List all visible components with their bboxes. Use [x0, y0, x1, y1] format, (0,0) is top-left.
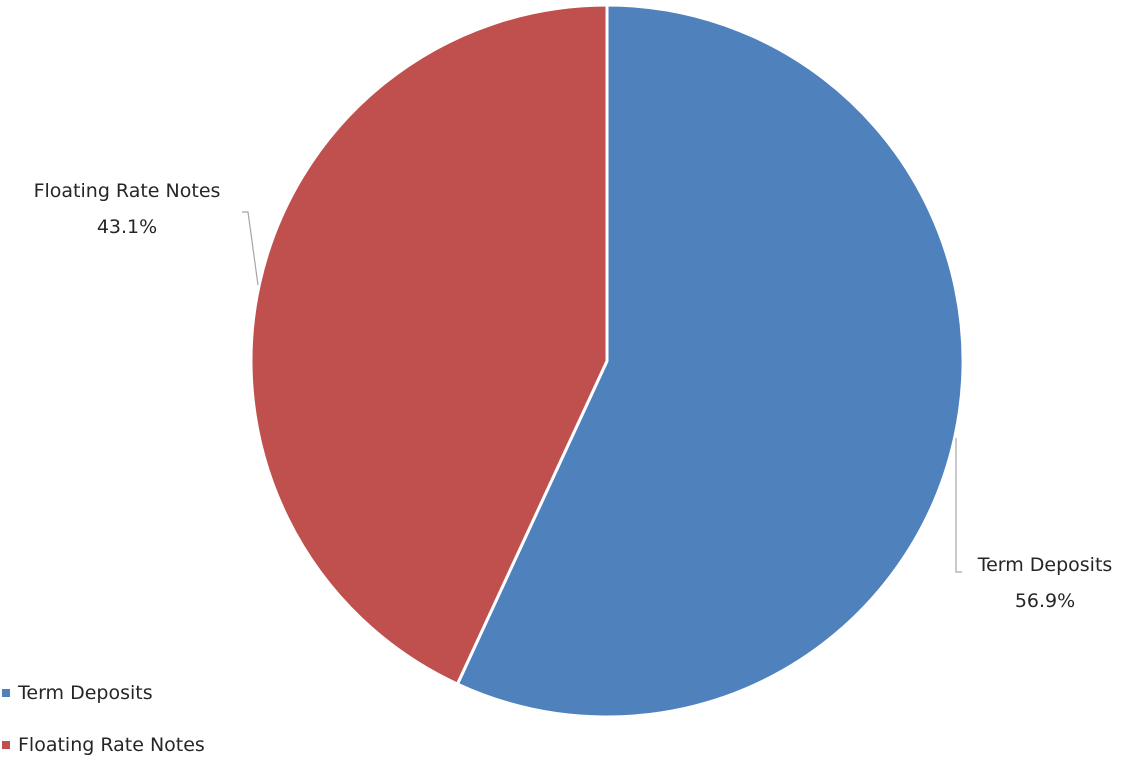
data-label-name-term-deposits: Term Deposits — [977, 554, 1113, 576]
pie-slice-floating-rate-notes — [249, 3, 609, 686]
legend-item-floating-rate-notes: Floating Rate Notes — [0, 734, 205, 756]
data-label-name-floating-rate-notes: Floating Rate Notes — [34, 180, 221, 202]
legend-item-term-deposits: Term Deposits — [0, 682, 153, 704]
data-label-value-term-deposits: 56.9% — [1015, 590, 1075, 612]
legend-label-floating-rate-notes: Floating Rate Notes — [18, 734, 205, 756]
legend-swatch-floating-rate-notes — [2, 741, 10, 749]
legend-label-term-deposits: Term Deposits — [18, 682, 153, 704]
leader-line-floating-rate-notes — [242, 211, 259, 286]
legend-swatch-term-deposits — [2, 689, 10, 697]
leader-line-term-deposits — [955, 438, 962, 573]
pie-slice-term-deposits — [455, 3, 965, 719]
data-label-value-floating-rate-notes: 43.1% — [97, 216, 157, 238]
